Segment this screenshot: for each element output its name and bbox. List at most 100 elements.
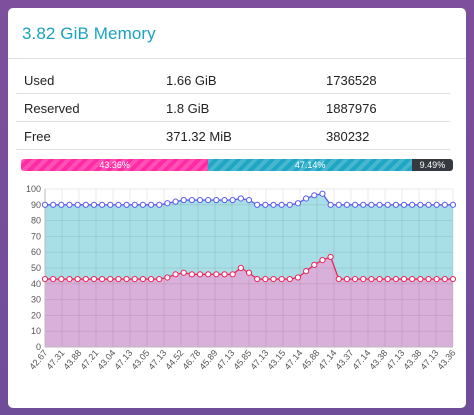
series-0-point xyxy=(327,201,334,208)
x-tick-label: 44.52 xyxy=(163,348,185,372)
series-1-point xyxy=(115,275,122,283)
series-0-point xyxy=(237,195,244,202)
y-tick-label: 80 xyxy=(31,216,41,226)
series-1-point xyxy=(425,275,432,283)
series-0-point xyxy=(360,201,367,208)
series-1-point xyxy=(172,271,179,278)
series-1-point xyxy=(245,269,253,276)
series-0-point xyxy=(376,201,383,208)
series-1-point xyxy=(139,275,147,283)
series-1-point xyxy=(90,275,98,283)
series-1-point xyxy=(213,271,220,278)
series-1-point xyxy=(303,268,310,275)
series-0-point xyxy=(139,201,147,208)
series-1-point xyxy=(400,275,408,283)
y-tick-label: 40 xyxy=(31,279,41,289)
y-tick-label: 90 xyxy=(31,200,41,210)
x-tick-label: 43.88 xyxy=(61,348,83,372)
x-tick-label: 47.14 xyxy=(282,348,304,372)
series-0-point xyxy=(319,190,326,197)
series-0-point xyxy=(74,201,81,208)
series-0-point xyxy=(270,201,277,208)
table-row: Used 1.66 GiB 1736528 xyxy=(16,66,450,94)
series-0-point xyxy=(425,201,432,208)
series-1-point xyxy=(294,274,302,281)
series-1-point xyxy=(433,275,440,283)
series-0-point xyxy=(213,196,220,204)
y-tick-label: 10 xyxy=(31,326,41,336)
series-1-point xyxy=(360,275,367,283)
series-1-point xyxy=(343,275,351,283)
y-tick-label: 100 xyxy=(26,184,41,194)
series-1-point xyxy=(147,275,155,283)
series-0-point xyxy=(188,196,195,204)
y-tick-label: 30 xyxy=(31,295,41,305)
y-tick-label: 20 xyxy=(31,310,41,320)
y-tick-label: 70 xyxy=(31,231,41,241)
series-0-point xyxy=(303,195,310,202)
row-pages: 1887976 xyxy=(326,101,377,116)
x-tick-label: 47.31 xyxy=(44,348,66,372)
row-size: 371.32 MiB xyxy=(166,129,232,144)
series-1-point xyxy=(392,275,399,283)
series-1-point xyxy=(164,274,171,281)
series-0-point xyxy=(400,201,408,208)
series-0-point xyxy=(196,196,204,204)
series-0-point xyxy=(343,201,351,208)
progress-reserved-segment: 47.14% xyxy=(208,159,412,171)
memory-table: Used 1.66 GiB 1736528 Reserved 1.8 GiB 1… xyxy=(16,66,450,150)
series-1-point xyxy=(107,275,114,283)
title-divider xyxy=(8,58,466,59)
series-0-point xyxy=(449,201,457,208)
y-tick-label: 50 xyxy=(31,263,41,273)
series-1-point xyxy=(368,275,375,283)
series-0-point xyxy=(82,201,89,208)
x-tick-label: 43.38 xyxy=(401,348,423,372)
x-tick-label: 47.13 xyxy=(214,348,236,372)
series-0-point xyxy=(90,201,98,208)
row-label: Reserved xyxy=(24,101,80,116)
series-1-point xyxy=(99,275,106,283)
x-tick-label: 43.38 xyxy=(367,348,389,372)
memory-card: 3.82 GiB Memory Used 1.66 GiB 1736528 Re… xyxy=(8,8,466,408)
series-1-point xyxy=(311,261,318,268)
series-0-point xyxy=(50,201,57,208)
series-0-point xyxy=(286,201,293,208)
series-1-point xyxy=(131,275,138,283)
series-1-point xyxy=(327,253,334,261)
x-tick-label: 47.21 xyxy=(78,348,100,372)
series-1-point xyxy=(82,275,89,283)
series-0-point xyxy=(368,201,375,208)
series-0-point xyxy=(131,201,138,208)
series-1-point xyxy=(66,275,73,283)
row-pages: 380232 xyxy=(326,129,370,144)
x-tick-label: 43.04 xyxy=(95,348,117,372)
series-1-point xyxy=(180,269,187,276)
y-tick-label: 0 xyxy=(36,342,41,352)
memory-title: 3.82 GiB Memory xyxy=(22,24,156,43)
series-1-point xyxy=(286,275,293,283)
x-tick-label: 47.13 xyxy=(248,348,270,372)
series-0-point xyxy=(66,201,73,208)
series-1-point xyxy=(205,271,212,278)
row-size: 1.8 GiB xyxy=(166,101,210,116)
x-tick-label: 46.78 xyxy=(180,348,202,372)
series-1-point xyxy=(319,257,326,264)
series-1-point xyxy=(123,275,130,283)
series-1-point xyxy=(376,275,383,283)
series-1-point xyxy=(41,275,49,283)
series-1-point xyxy=(188,271,195,278)
series-0-point xyxy=(58,201,65,208)
series-1-point xyxy=(58,275,65,283)
series-1-point xyxy=(229,271,236,278)
series-0-point xyxy=(294,200,302,207)
x-tick-label: 43.15 xyxy=(265,348,287,372)
series-0-point xyxy=(441,201,448,208)
table-row: Reserved 1.8 GiB 1887976 xyxy=(16,94,450,122)
series-0-point xyxy=(409,201,416,208)
series-0-point xyxy=(172,198,179,205)
series-1-point xyxy=(262,275,269,283)
row-label: Used xyxy=(24,73,55,88)
memory-progress-bar: 43.36% 47.14% 9.49% xyxy=(21,159,453,171)
x-tick-label: 47.13 xyxy=(146,348,168,372)
